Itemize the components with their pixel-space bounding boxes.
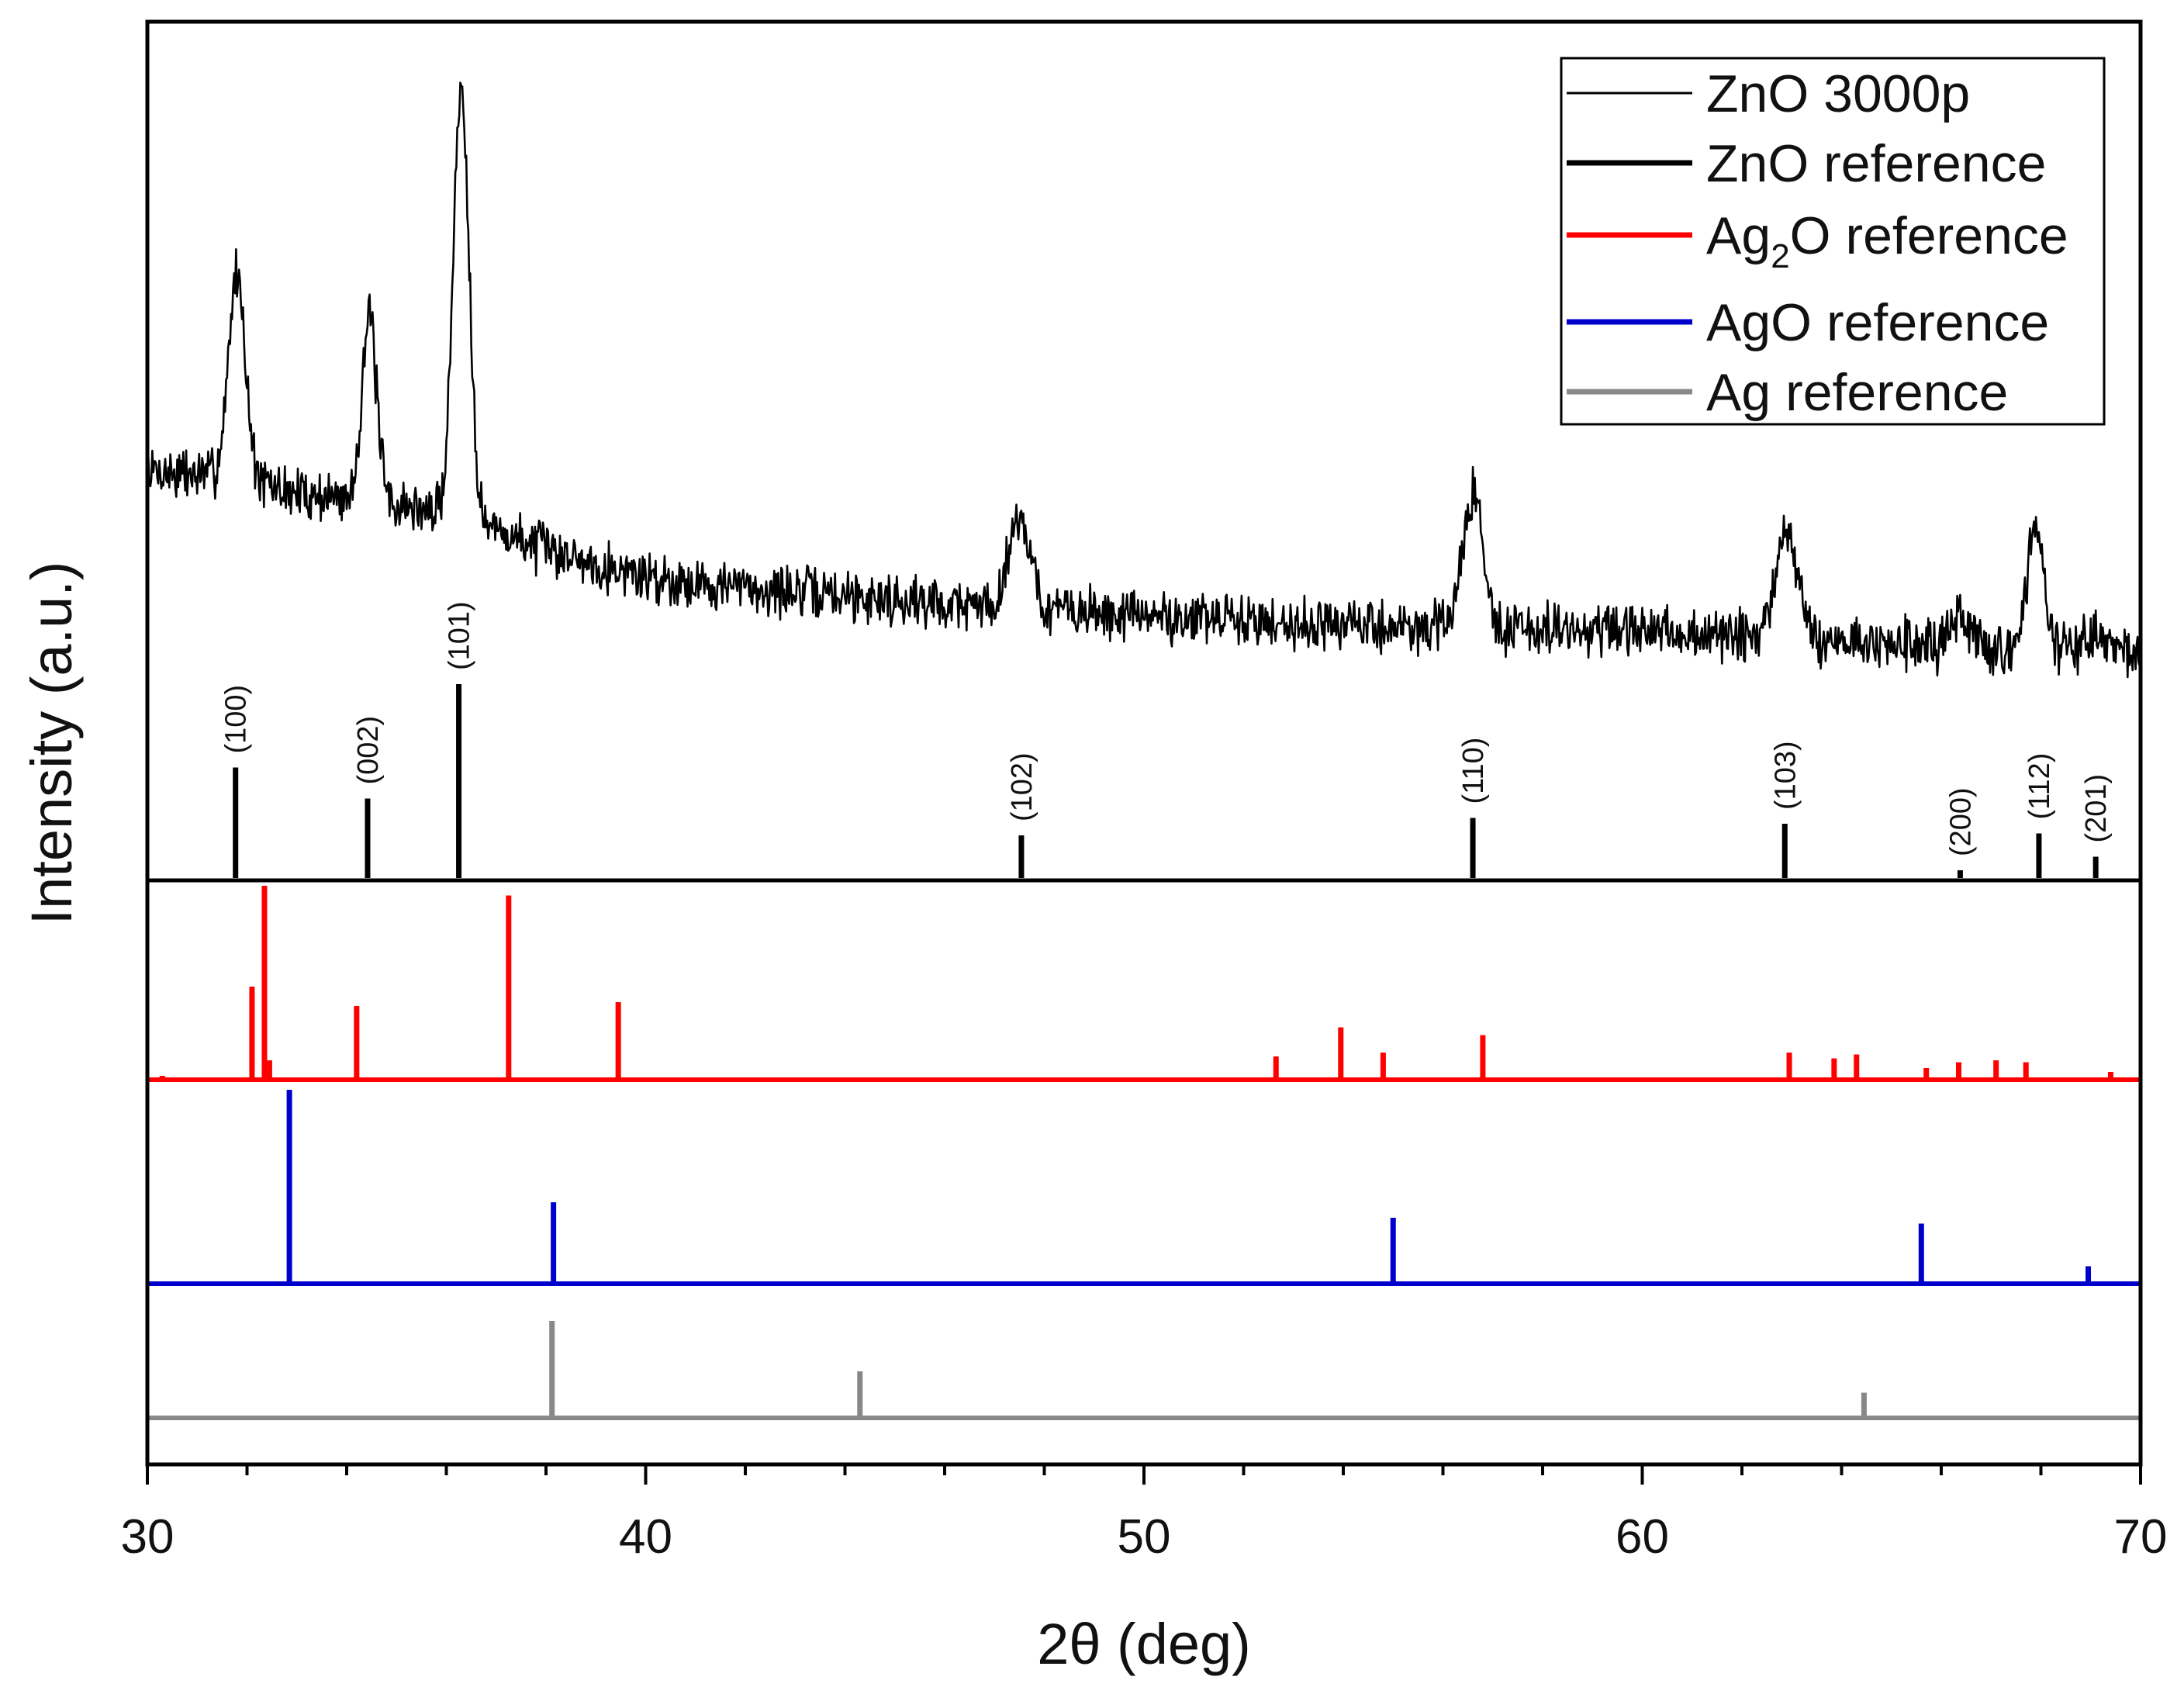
legend-label: ZnO reference <box>1706 134 2046 193</box>
legend-box <box>1560 57 2106 426</box>
x-tick-label: 30 <box>121 1510 175 1564</box>
hkl-label: (002) <box>352 716 385 785</box>
hkl-label: (101) <box>444 601 476 670</box>
plot-content: (100) (002) (101) (102) (110) (103) (200) (112)… <box>146 81 2142 1420</box>
x-tick-label: 60 <box>1616 1510 1669 1564</box>
x-tick-label: 40 <box>619 1510 672 1564</box>
legend-label: Ag2O reference <box>1706 206 2068 275</box>
legend: ZnO 3000p ZnO reference Ag2O reference AgO … <box>1560 57 2106 426</box>
x-tick-label: 70 <box>2114 1510 2168 1564</box>
hkl-label: (102) <box>1006 752 1038 821</box>
hkl-label: (200) <box>1944 787 1977 856</box>
hkl-label: (100) <box>220 685 253 754</box>
legend-label: Ag reference <box>1706 363 2008 422</box>
hkl-label: (201) <box>2080 774 2113 843</box>
hkl-label: (112) <box>2023 753 2056 820</box>
hkl-label: (110) <box>1457 738 1490 804</box>
legend-label: AgO reference <box>1706 293 2049 352</box>
x-axis-title: 2θ (deg) <box>1037 1612 1251 1676</box>
hkl-label: (103) <box>1769 741 1802 810</box>
y-axis-title: Intensity (a.u.) <box>19 562 84 925</box>
legend-label: ZnO 3000p <box>1706 64 1970 123</box>
x-tick-label: 50 <box>1118 1510 1171 1564</box>
x-axis: 30 40 50 60 70 <box>121 1464 2168 1564</box>
zno-3000p-trace <box>146 81 2142 679</box>
